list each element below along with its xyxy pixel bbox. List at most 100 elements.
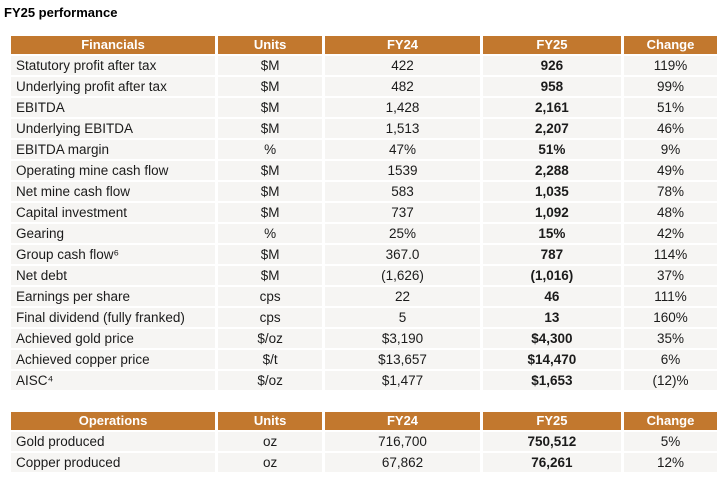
row-value: $M (218, 245, 323, 264)
row-value: 958 (482, 77, 621, 96)
row-value: $/oz (218, 371, 323, 390)
row-value: 716,700 (325, 432, 480, 451)
table-row: Copper produced oz 67,862 76,261 12% (11, 453, 717, 472)
row-value: 1,513 (325, 119, 480, 138)
row-value: 76,261 (482, 453, 621, 472)
row-value: oz (218, 432, 323, 451)
row-value: 51% (623, 98, 717, 117)
row-value: 422 (325, 56, 480, 75)
table-row: Earnings per share cps 22 46 111% (11, 287, 717, 306)
row-label: Achieved gold price (11, 329, 216, 348)
row-value: 1,428 (325, 98, 480, 117)
header-fy25: FY25 (482, 36, 621, 54)
financials-header-row: Financials Units FY24 FY25 Change (11, 36, 717, 54)
row-value: $M (218, 77, 323, 96)
header-operations: Operations (11, 412, 216, 430)
row-value: 9% (623, 140, 717, 159)
financials-table: Financials Units FY24 FY25 Change Statut… (8, 34, 720, 392)
table-row: Gold produced oz 716,700 750,512 5% (11, 432, 717, 451)
row-value: cps (218, 287, 323, 306)
row-value: (1,626) (325, 266, 480, 285)
row-value: $/oz (218, 329, 323, 348)
table-row: Underlying profit after tax $M 482 958 99% (11, 77, 717, 96)
header-fy24: FY24 (325, 412, 480, 430)
row-value: 750,512 (482, 432, 621, 451)
row-value: 48% (623, 203, 717, 222)
header-fy25: FY25 (482, 412, 621, 430)
table-row: Operating mine cash flow $M 1539 2,288 49% (11, 161, 717, 180)
row-value: 5% (623, 432, 717, 451)
row-value: 47% (325, 140, 480, 159)
row-value: 926 (482, 56, 621, 75)
row-value: 12% (623, 453, 717, 472)
row-value: 1,035 (482, 182, 621, 201)
row-label: Statutory profit after tax (11, 56, 216, 75)
row-value: $M (218, 182, 323, 201)
row-value: 2,207 (482, 119, 621, 138)
row-value: 737 (325, 203, 480, 222)
header-fy24: FY24 (325, 36, 480, 54)
row-value: 25% (325, 224, 480, 243)
table-row: Achieved copper price $/t $13,657 $14,470 6% (11, 350, 717, 369)
row-value: $4,300 (482, 329, 621, 348)
row-value: $M (218, 161, 323, 180)
row-label: Capital investment (11, 203, 216, 222)
header-financials: Financials (11, 36, 216, 54)
row-value: $M (218, 56, 323, 75)
row-value: $M (218, 266, 323, 285)
row-value: 5 (325, 308, 480, 327)
row-value: 49% (623, 161, 717, 180)
page: FY25 performance Financials Units FY24 F… (4, 5, 720, 474)
row-value: 99% (623, 77, 717, 96)
table-row: Underlying EBITDA $M 1,513 2,207 46% (11, 119, 717, 138)
row-value: 367.0 (325, 245, 480, 264)
row-value: 2,161 (482, 98, 621, 117)
row-value: % (218, 140, 323, 159)
row-label: Gearing (11, 224, 216, 243)
row-value: 119% (623, 56, 717, 75)
row-value: 1539 (325, 161, 480, 180)
table-row: Achieved gold price $/oz $3,190 $4,300 35% (11, 329, 717, 348)
row-value: $3,190 (325, 329, 480, 348)
row-value: 160% (623, 308, 717, 327)
row-value: 114% (623, 245, 717, 264)
table-row: EBITDA $M 1,428 2,161 51% (11, 98, 717, 117)
row-value: 482 (325, 77, 480, 96)
row-label: Final dividend (fully franked) (11, 308, 216, 327)
table-row: Statutory profit after tax $M 422 926 119% (11, 56, 717, 75)
row-value: $M (218, 98, 323, 117)
row-label: Operating mine cash flow (11, 161, 216, 180)
row-value: 46% (623, 119, 717, 138)
row-label: Net mine cash flow (11, 182, 216, 201)
header-units: Units (218, 36, 323, 54)
row-label: Earnings per share (11, 287, 216, 306)
header-change: Change (623, 36, 717, 54)
table-row: Gearing% 25% 15% 42% (11, 224, 717, 243)
table-row: Net mine cash flow $M 583 1,035 78% (11, 182, 717, 201)
table-row: EBITDA margin% 47% 51% 9% (11, 140, 717, 159)
table-row: Capital investment $M 737 1,092 48% (11, 203, 717, 222)
row-value: 46 (482, 287, 621, 306)
row-label: EBITDA (11, 98, 216, 117)
table-row: Net debt $M (1,626) (1,016) 37% (11, 266, 717, 285)
row-value: 51% (482, 140, 621, 159)
financials-body: Statutory profit after tax $M 422 926 119% Un… (11, 56, 717, 390)
row-value: $M (218, 119, 323, 138)
page-title: FY25 performance (4, 5, 118, 20)
table-row: AISC⁴ $/oz $1,477 $1,653 (12)% (11, 371, 717, 390)
row-value: 37% (623, 266, 717, 285)
row-value: 111% (623, 287, 717, 306)
row-value: % (218, 224, 323, 243)
row-label: Net debt (11, 266, 216, 285)
row-value: $14,470 (482, 350, 621, 369)
header-units: Units (218, 412, 323, 430)
row-label: Underlying EBITDA (11, 119, 216, 138)
row-value: 35% (623, 329, 717, 348)
row-label: Group cash flow⁶ (11, 245, 216, 264)
row-value: $M (218, 203, 323, 222)
row-value: 22 (325, 287, 480, 306)
row-value: 13 (482, 308, 621, 327)
table-row: Group cash flow⁶ $M 367.0 787 114% (11, 245, 717, 264)
table-row: Final dividend (fully franked) cps 5 13 160% (11, 308, 717, 327)
operations-table: Operations Units FY24 FY25 Change Gold p… (8, 410, 720, 474)
